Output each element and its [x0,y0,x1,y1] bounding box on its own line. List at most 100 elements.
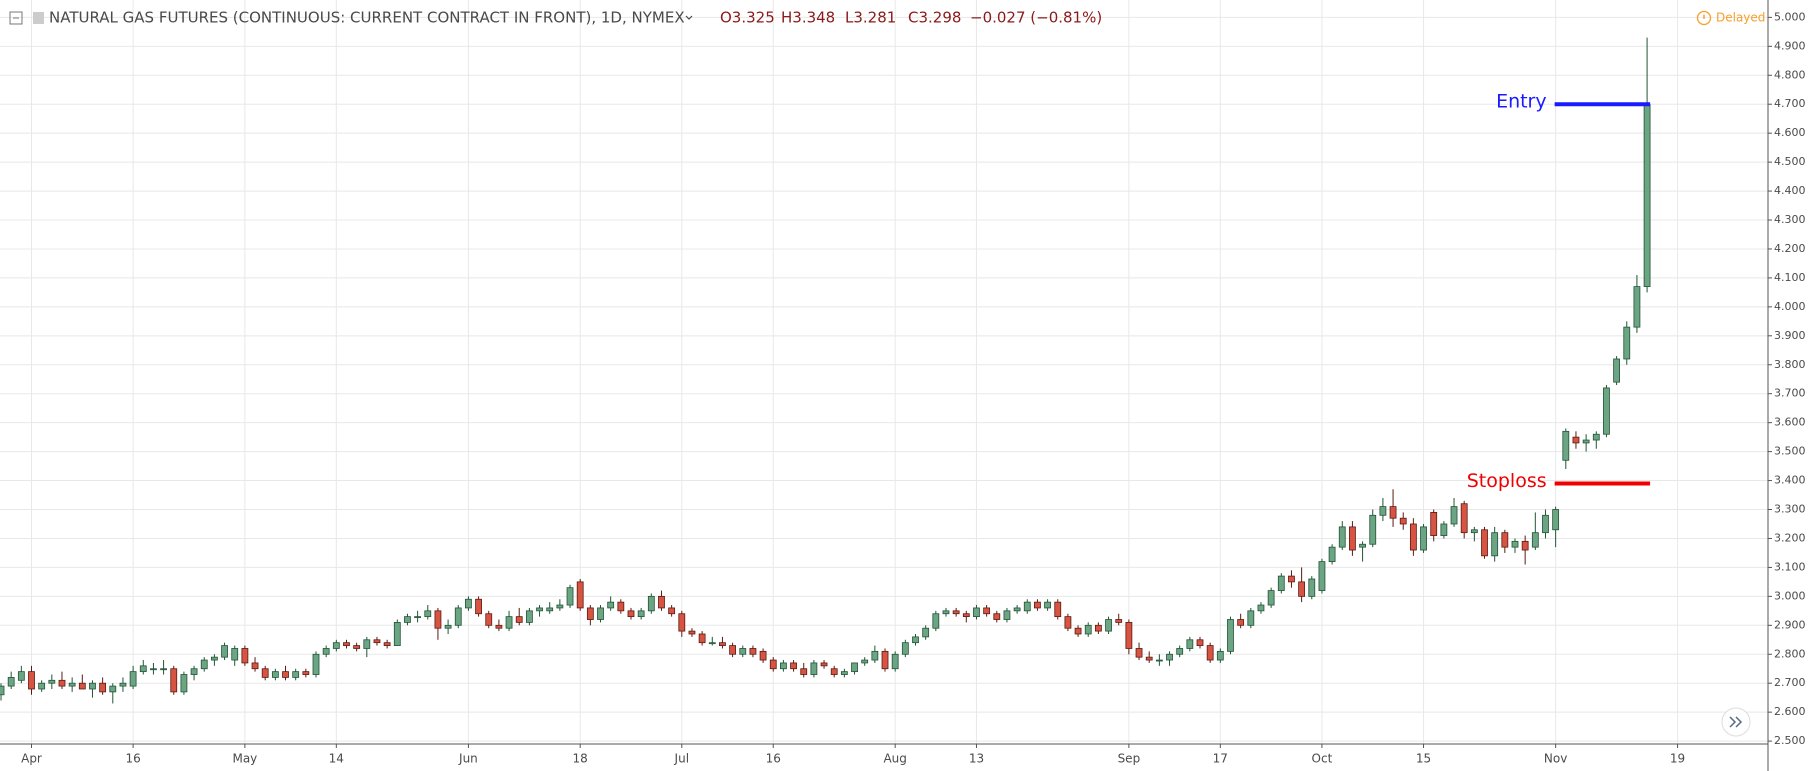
candle-body [1034,601,1041,609]
candle-body [637,610,645,618]
candle-body [840,671,848,675]
candle-body [1338,526,1346,548]
y-tick-label: 4.600 [1774,126,1806,139]
x-tick-label: 16 [125,752,140,766]
x-tick-label: Aug [883,752,906,766]
candle-body [292,671,300,678]
candle-body [322,648,330,655]
candle-body [1328,546,1336,563]
candle-body [525,610,533,623]
y-tick-label: 4.100 [1774,271,1806,284]
candle-body [434,610,442,629]
candle-body [139,665,147,673]
candle-body [607,601,615,609]
x-tick-label: May [232,752,257,766]
candle-body [1572,436,1580,444]
candle-body [1379,506,1387,516]
candle-body [769,659,777,670]
x-tick-label: 18 [573,752,588,766]
ohlc-close: C3.298 [908,9,961,27]
candle-body [759,650,767,661]
candle-body [200,659,208,670]
candle-body [1044,601,1051,609]
y-tick-label: 4.800 [1774,68,1806,81]
candle-body [1064,616,1072,629]
candle-body [597,607,604,620]
candle-body [1542,514,1549,534]
candle-body [790,662,797,670]
x-tick-label: Nov [1544,752,1567,766]
candle-body [221,645,228,658]
candle-body [1227,619,1234,652]
candle-body [465,598,472,609]
candle-body [1409,523,1417,551]
candle-body [1145,656,1153,661]
candle-body [210,656,218,661]
candle-body [343,642,350,646]
candle-body [1349,526,1356,551]
flag-icon [33,12,44,24]
x-tick-label: Apr [21,752,42,766]
candle-body [952,610,960,615]
candle-body [1420,526,1427,551]
y-tick-label: 4.300 [1774,213,1806,226]
collapse-button[interactable] [9,11,23,25]
candle-body [424,610,432,618]
x-tick-label: 15 [1416,752,1431,766]
symbol-dropdown[interactable] [685,15,693,20]
candle-body [881,650,889,670]
candle-body [495,624,503,629]
candle-body [566,587,574,606]
candle-body [1450,506,1458,525]
candle-body [1257,604,1265,612]
x-tick-label: Jun [458,752,478,766]
delayed-icon [1696,10,1712,26]
candle-body [38,682,46,690]
candle-body [912,636,919,644]
candle-body [536,607,543,612]
candle-body [1023,601,1031,612]
ohlc-change: −0.027 (−0.81%) [970,9,1102,27]
y-tick-label: 3.700 [1774,387,1806,400]
candle-body [1084,624,1092,635]
candle-body [576,581,584,609]
candle-body [505,616,513,629]
x-tick-label: 14 [329,752,344,766]
candle-body [719,642,726,646]
candle-body [89,682,96,690]
y-tick-label: 2.500 [1774,734,1806,747]
y-tick-label: 4.900 [1774,39,1806,52]
candle-body [1318,561,1326,591]
candle-body [1623,326,1631,360]
candle-body [231,648,239,661]
ohlc-low: L3.281 [845,9,896,27]
y-tick-label: 3.600 [1774,416,1806,429]
x-tick-label: 19 [1670,752,1685,766]
candle-body [241,648,249,664]
candle-body [251,662,259,670]
candle-body [1155,659,1163,662]
candle-body [1643,103,1651,287]
scroll-to-realtime-button[interactable] [1721,707,1751,737]
candle-body [983,607,991,615]
candle-body [190,668,198,675]
y-tick-label: 2.700 [1774,676,1806,689]
candle-body [1460,503,1468,534]
candle-body [749,648,757,655]
candle-body [393,622,401,646]
candle-body [444,624,452,629]
candle-body [475,598,482,615]
candle-body [454,607,462,626]
candle-body [353,645,361,649]
candle-body [780,662,787,670]
x-tick-label: Oct [1312,752,1333,766]
candle-body [1298,581,1306,597]
candle-body [1054,601,1062,618]
symbol-title[interactable]: NATURAL GAS FUTURES (CONTINUOUS: CURRENT… [49,9,685,27]
y-tick-label: 4.000 [1774,300,1806,313]
y-tick-label: 4.500 [1774,155,1806,168]
candle-body [1491,532,1499,557]
candle-body [1531,532,1539,548]
candle-body [993,613,1001,620]
candle-body [58,679,66,687]
